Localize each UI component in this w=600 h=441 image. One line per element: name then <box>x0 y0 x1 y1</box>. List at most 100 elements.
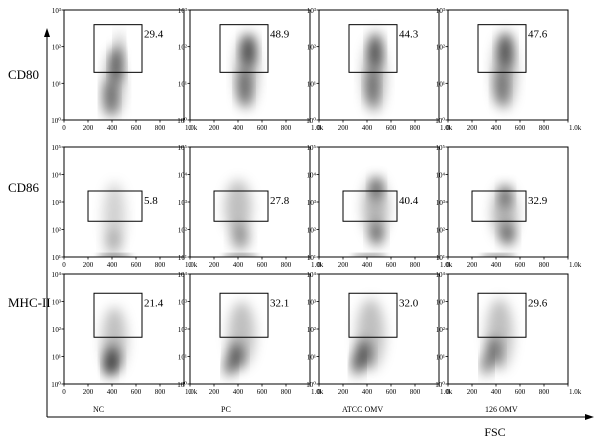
x-tick-label: 800 <box>155 124 166 132</box>
x-tick-label: 800 <box>281 124 292 132</box>
x-tick-label: 800 <box>155 261 166 269</box>
y-tick-label: 10⁴ <box>307 271 317 279</box>
y-tick-label: 10¹ <box>307 80 316 88</box>
x-tick-label: 600 <box>257 261 268 269</box>
y-tick-label: 10² <box>178 326 187 334</box>
column-label-atcc-omv: ATCC OMV <box>342 405 383 414</box>
gate-percentage: 29.4 <box>144 29 164 41</box>
density-blob <box>499 31 513 69</box>
x-tick-label: 200 <box>467 261 478 269</box>
y-tick-label: 10¹ <box>307 254 316 262</box>
x-tick-label: 1.0k <box>440 124 453 132</box>
x-tick-label: 200 <box>83 124 94 132</box>
gate-percentage: 47.6 <box>528 29 548 41</box>
x-tick-label: 600 <box>257 124 268 132</box>
density-blob <box>371 177 382 200</box>
density-blob <box>352 353 363 376</box>
y-tick-label: 10¹ <box>52 254 61 262</box>
y-tick-label: 10² <box>436 227 445 235</box>
density-blob <box>369 31 382 69</box>
x-tick-label: 400 <box>362 261 373 269</box>
x-tick-label: 200 <box>209 124 220 132</box>
density-blob <box>222 254 259 257</box>
outer-y-axis-arrowhead <box>44 28 50 37</box>
density-blob <box>366 68 378 106</box>
y-tick-label: 10³ <box>52 199 61 207</box>
x-tick-label: 1.0k <box>569 388 582 396</box>
x-tick-label: 200 <box>338 261 349 269</box>
x-tick-label: 200 <box>83 261 94 269</box>
x-tick-label: 600 <box>386 261 397 269</box>
column-label-nc: NC <box>93 405 104 414</box>
y-tick-label: 10⁴ <box>52 271 62 279</box>
x-tick-label: 600 <box>515 124 526 132</box>
x-tick-label: 800 <box>539 261 550 269</box>
y-tick-label: 10⁰ <box>306 117 316 125</box>
gate-box <box>219 24 269 73</box>
plot-frame <box>63 9 185 121</box>
x-tick-label: 200 <box>467 388 478 396</box>
x-tick-label: 600 <box>131 261 142 269</box>
density-cloud <box>236 33 257 109</box>
y-tick-label: 10³ <box>52 299 61 307</box>
x-tick-label: 0 <box>188 388 192 396</box>
x-tick-label: 800 <box>410 388 421 396</box>
x-tick-label: 600 <box>515 388 526 396</box>
outer-x-axis-arrowhead <box>585 414 594 420</box>
x-tick-label: 600 <box>386 388 397 396</box>
y-tick-label: 10⁴ <box>178 271 188 279</box>
gate-box <box>477 292 527 338</box>
x-tick-label: 0 <box>188 124 192 132</box>
y-tick-label: 10³ <box>436 199 445 207</box>
density-cloud <box>222 180 259 257</box>
gate-percentage: 40.4 <box>399 195 419 207</box>
y-tick-label: 10⁵ <box>178 144 188 152</box>
row-label-cd86: CD86 <box>8 180 40 195</box>
x-tick-label: 400 <box>233 124 244 132</box>
y-tick-label: 10² <box>307 326 316 334</box>
density-blob <box>96 254 133 257</box>
x-tick-label: 1.0k <box>185 388 198 396</box>
y-tick-label: 10¹ <box>436 254 445 262</box>
x-tick-label: 600 <box>515 261 526 269</box>
y-tick-label: 10² <box>178 44 187 52</box>
gate-box <box>93 292 143 338</box>
x-tick-label: 1.0k <box>569 124 582 132</box>
density-blob <box>103 79 116 117</box>
density-cloud <box>493 31 516 109</box>
x-tick-label: 800 <box>281 388 292 396</box>
density-blob <box>487 337 501 365</box>
x-tick-label: 400 <box>107 261 118 269</box>
y-tick-label: 10¹ <box>178 354 187 362</box>
density-cloud <box>96 182 133 257</box>
density-blob <box>224 357 235 378</box>
row-label-cd80: CD80 <box>8 67 39 82</box>
x-tick-label: 1.0k <box>311 124 324 132</box>
y-tick-label: 10³ <box>307 7 316 15</box>
y-tick-label: 10² <box>436 326 445 334</box>
density-blob <box>480 254 517 257</box>
density-blob <box>115 32 123 62</box>
density-blob <box>104 357 115 378</box>
x-tick-label: 600 <box>257 388 268 396</box>
x-tick-label: 1.0k <box>311 261 324 269</box>
x-tick-label: 600 <box>386 124 397 132</box>
x-tick-label: 400 <box>491 261 502 269</box>
gate-box <box>219 292 269 338</box>
x-tick-label: 400 <box>362 124 373 132</box>
density-cloud <box>351 177 388 257</box>
row-label-mhc-ii: MHC-II <box>8 295 51 310</box>
gate-percentage: 32.9 <box>528 195 548 207</box>
x-tick-label: 0 <box>446 124 450 132</box>
gate-box <box>348 292 398 338</box>
gate-box <box>471 190 527 222</box>
y-tick-label: 10⁴ <box>307 172 317 180</box>
x-axis-label: FSC <box>484 425 505 439</box>
x-tick-label: 400 <box>362 388 373 396</box>
x-tick-label: 600 <box>131 388 142 396</box>
